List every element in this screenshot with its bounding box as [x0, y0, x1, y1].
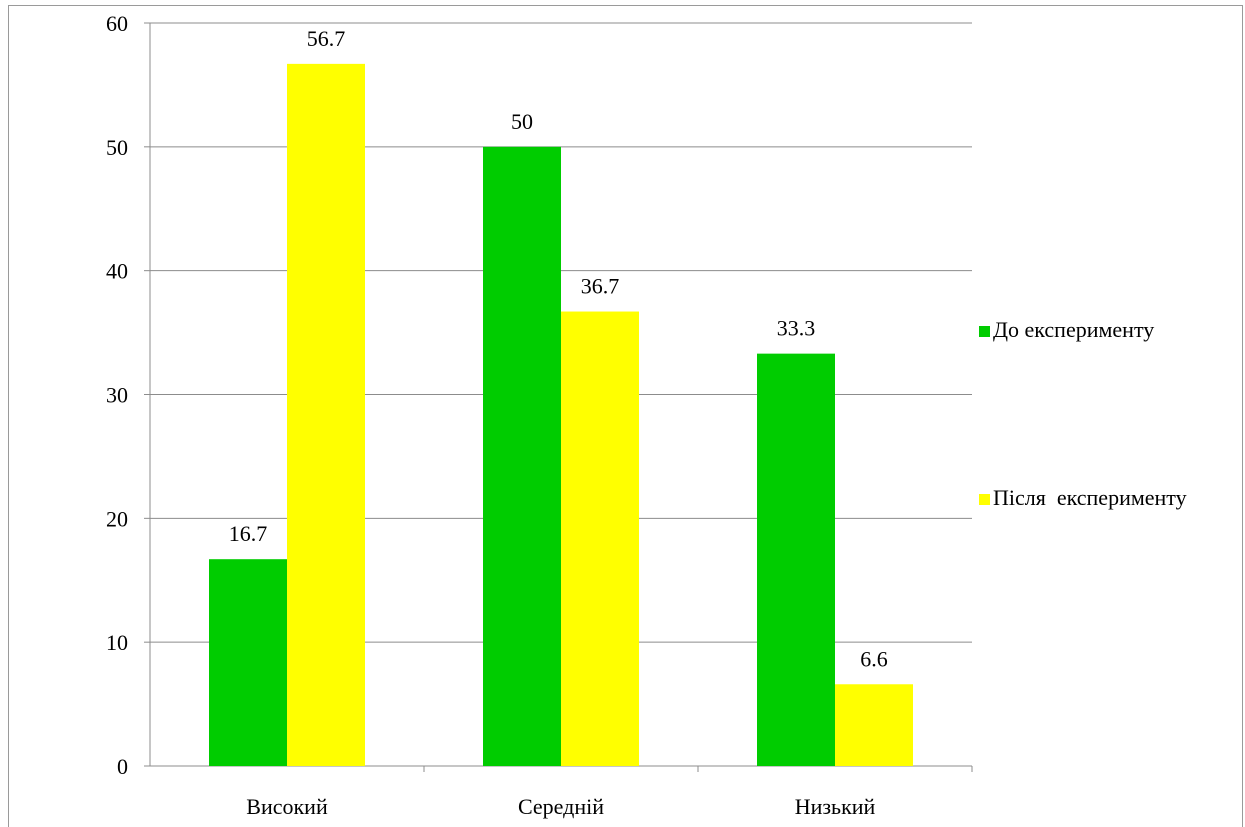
legend-swatch	[979, 326, 990, 337]
bar	[561, 311, 639, 766]
x-tick-label: Низький	[795, 794, 876, 819]
chart-frame	[8, 5, 1243, 827]
x-tick-label: Середній	[518, 794, 604, 819]
data-label: 16.7	[229, 521, 268, 546]
bar	[483, 146, 561, 767]
y-tick-label: 40	[106, 259, 128, 284]
bar	[287, 63, 365, 767]
y-tick-label: 50	[106, 135, 128, 160]
x-axis-ticks: Високий Середній Низький	[246, 766, 973, 819]
y-tick-label: 60	[106, 11, 128, 36]
bar	[835, 684, 913, 766]
bar	[209, 559, 287, 766]
y-tick-label: 30	[106, 383, 128, 408]
y-axis-ticks: 0 10 20 30 40 50 60	[106, 11, 150, 779]
bar	[757, 353, 835, 766]
legend-label: До експерименту	[993, 317, 1154, 342]
data-labels: 16.7 56.7 50 36.7 33.3 6.6	[229, 26, 888, 671]
legend: До експерименту Після експерименту	[979, 317, 1187, 510]
data-label: 33.3	[777, 316, 816, 341]
data-label: 6.6	[860, 646, 888, 671]
y-tick-label: 20	[106, 506, 128, 531]
x-tick-label: Високий	[246, 794, 328, 819]
y-tick-label: 10	[106, 630, 128, 655]
data-label: 36.7	[581, 274, 620, 299]
legend-swatch	[979, 494, 990, 505]
data-label: 50	[511, 109, 533, 134]
legend-label: Після експерименту	[993, 485, 1187, 510]
y-tick-label: 0	[117, 754, 128, 779]
data-label: 56.7	[307, 26, 346, 51]
bars	[209, 63, 913, 767]
